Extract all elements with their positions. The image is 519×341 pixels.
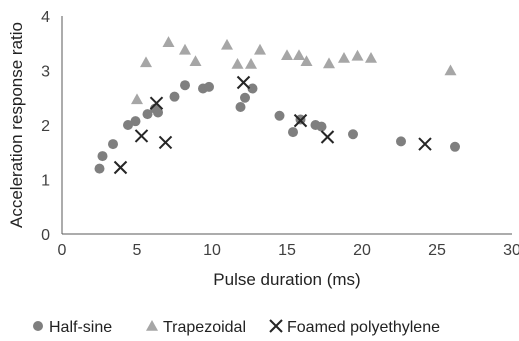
half-sine-point: [153, 107, 163, 118]
legend-item-foamed-polyethylene: Foamed polyethylene: [269, 319, 440, 336]
x-tick-label: 30: [503, 242, 519, 259]
x-axis-title: Pulse duration (ms): [213, 270, 360, 289]
y-axis-title: Acceleration response ratio: [7, 22, 26, 228]
foamed-polyethylene-point: [134, 129, 149, 143]
foamed-polyethylene-point: [320, 130, 335, 144]
x-tick-label: 5: [133, 242, 142, 259]
half-sine-point: [247, 83, 258, 94]
y-tick-labels: 0 1 2 3 4: [41, 9, 50, 244]
x-tick-label: 10: [203, 242, 221, 259]
half-sine-point: [240, 92, 250, 103]
trapezoidal-point: [140, 56, 152, 68]
foamed-polyethylene-point: [113, 160, 128, 175]
half-sine-point: [316, 121, 327, 132]
trapezoidal-point: [131, 93, 143, 105]
half-sine-point: [235, 102, 246, 113]
trapezoidal-point: [323, 57, 335, 69]
legend-label: Trapezoidal: [163, 319, 246, 336]
trapezoidal-point: [221, 38, 233, 50]
axes: [61, 16, 512, 235]
foamed-polyethylene-point: [418, 137, 432, 151]
legend: Half-sine Trapezoidal Foamed polyethylene: [33, 319, 440, 336]
half-sine-point: [450, 141, 460, 152]
x-tick-labels: 0 5 10 15 20 25 30: [58, 242, 519, 259]
half-sine-point: [123, 120, 133, 130]
legend-label: Half-sine: [49, 319, 112, 336]
trapezoidal-point: [351, 49, 364, 61]
x-tick-label: 25: [428, 242, 446, 259]
half-sine-point: [348, 129, 358, 140]
trapezoidal-point: [444, 64, 457, 76]
x-tick-label: 0: [58, 242, 67, 259]
trapezoidal-point: [300, 55, 313, 67]
foamed-polyethylene-legend-marker: [269, 319, 283, 333]
plot-points: [94, 36, 460, 175]
half-sine-point: [204, 81, 214, 92]
trapezoidal-point: [231, 57, 244, 69]
y-tick-label: 0: [41, 227, 50, 244]
trapezoidal-point: [293, 49, 305, 61]
trapezoidal-point: [189, 55, 202, 67]
foamed-polyethylene-point: [158, 135, 173, 150]
half-sine-legend-marker: [33, 321, 43, 331]
legend-item-half-sine: Half-sine: [33, 319, 112, 336]
half-sine-point: [97, 151, 108, 162]
legend-item-trapezoidal: Trapezoidal: [146, 319, 246, 336]
half-sine-point: [180, 80, 190, 91]
half-sine-point: [288, 127, 298, 138]
x-tick-label: 15: [278, 242, 296, 259]
half-sine-point: [274, 110, 285, 121]
y-tick-label: 2: [41, 118, 50, 135]
trapezoidal-point: [254, 43, 266, 55]
trapezoidal-point: [365, 51, 377, 63]
trapezoidal-point: [281, 49, 293, 61]
legend-label: Foamed polyethylene: [287, 319, 440, 336]
half-sine-point: [169, 91, 180, 102]
trapezoidal-point: [179, 43, 191, 55]
y-tick-label: 1: [41, 173, 50, 190]
y-tick-label: 4: [41, 9, 50, 26]
half-sine-point: [130, 116, 141, 127]
trapezoidal-point: [245, 57, 257, 69]
trapezoidal-legend-marker: [146, 320, 158, 331]
trapezoidal-point: [338, 51, 350, 63]
foamed-polyethylene-point: [149, 96, 164, 110]
trapezoidal-point: [162, 36, 175, 47]
half-sine-point: [94, 163, 105, 174]
foamed-polyethylene-point: [236, 75, 251, 90]
x-tick-label: 20: [353, 242, 371, 259]
y-tick-label: 3: [41, 64, 50, 81]
half-sine-point: [108, 139, 118, 150]
half-sine-point: [142, 109, 153, 120]
foamed-polyethylene-point: [293, 113, 308, 128]
half-sine-point: [396, 136, 406, 147]
